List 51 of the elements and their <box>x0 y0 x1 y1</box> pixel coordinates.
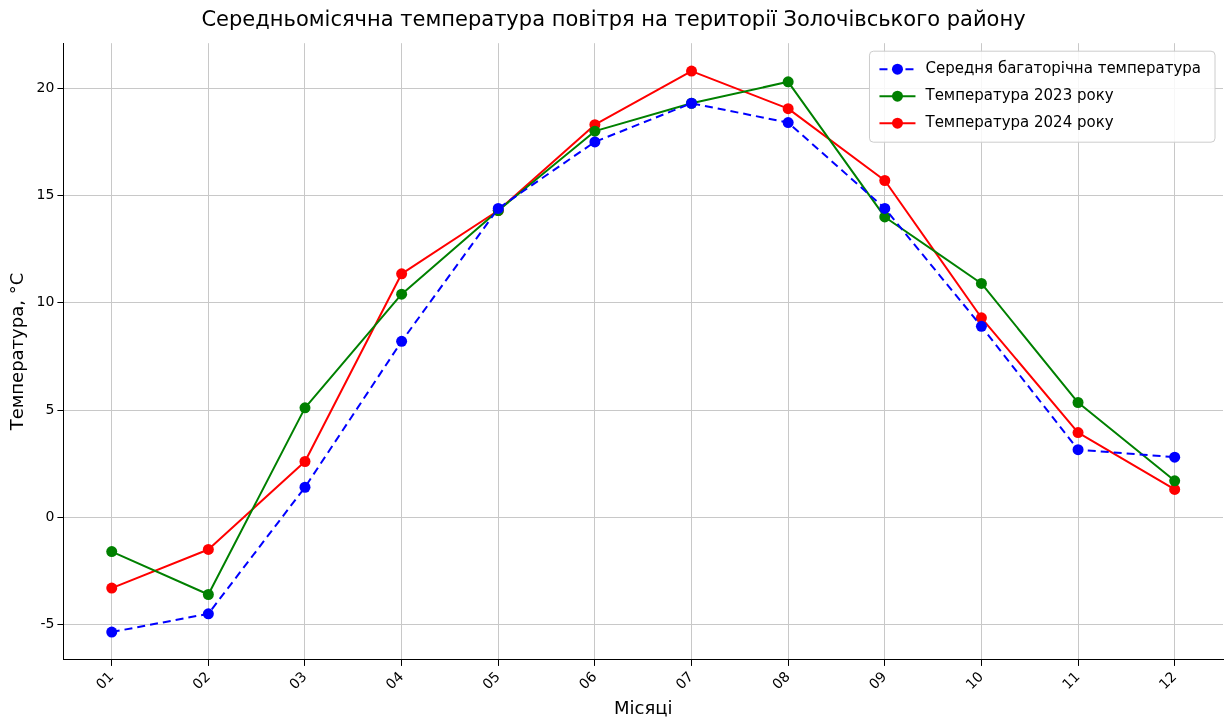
legend-label: Середня багаторічна температура <box>925 59 1201 78</box>
point <box>396 288 408 300</box>
point <box>975 320 987 332</box>
y-tick-label: 5 <box>45 400 55 417</box>
point <box>299 481 311 493</box>
point <box>782 76 794 88</box>
y-tick-label: 15 <box>36 186 55 203</box>
legend-label: Температура 2024 року <box>924 113 1114 132</box>
y-tick-label: 0 <box>45 507 55 524</box>
point <box>782 103 794 115</box>
x-tick-label: 07 <box>672 668 697 693</box>
x-tick-label: 08 <box>768 668 793 693</box>
x-tick-label: 11 <box>1058 668 1083 693</box>
point <box>1072 427 1084 439</box>
x-tick-label: 10 <box>962 668 987 693</box>
point <box>589 125 601 137</box>
legend-label: Температура 2023 року <box>924 86 1114 105</box>
x-axis-title: Місяці <box>613 696 673 718</box>
point <box>686 65 698 77</box>
point <box>1072 444 1084 456</box>
point <box>879 202 891 214</box>
point <box>202 543 214 555</box>
point <box>106 582 118 594</box>
point <box>396 335 408 347</box>
point <box>106 546 118 558</box>
point <box>975 277 987 289</box>
point <box>202 589 214 600</box>
y-axis-title: Температура, °C <box>6 272 28 432</box>
point <box>1169 475 1181 487</box>
x-tick-label: 05 <box>479 668 503 693</box>
point <box>1169 451 1181 463</box>
point <box>299 456 311 467</box>
point <box>106 626 118 638</box>
y-tick-label: 10 <box>36 293 55 310</box>
y-tick-label: -5 <box>40 615 55 632</box>
point <box>589 136 601 148</box>
point <box>879 174 891 186</box>
point <box>396 268 408 280</box>
point <box>782 117 794 129</box>
x-tick-label: 01 <box>92 668 117 693</box>
x-tick-label: 12 <box>1155 668 1180 693</box>
point <box>1072 397 1084 409</box>
point <box>202 608 214 620</box>
point <box>299 402 311 414</box>
y-tick-label: 20 <box>36 78 55 95</box>
x-tick-label: 04 <box>382 668 407 693</box>
x-tick-label: 06 <box>575 668 600 693</box>
chart-title: Середньомісячна температура повітря на території Золочівського району <box>201 7 1026 32</box>
x-tick-label: 02 <box>189 668 214 693</box>
x-tick-label: 09 <box>865 668 890 693</box>
x-tick-label: 03 <box>285 668 310 693</box>
